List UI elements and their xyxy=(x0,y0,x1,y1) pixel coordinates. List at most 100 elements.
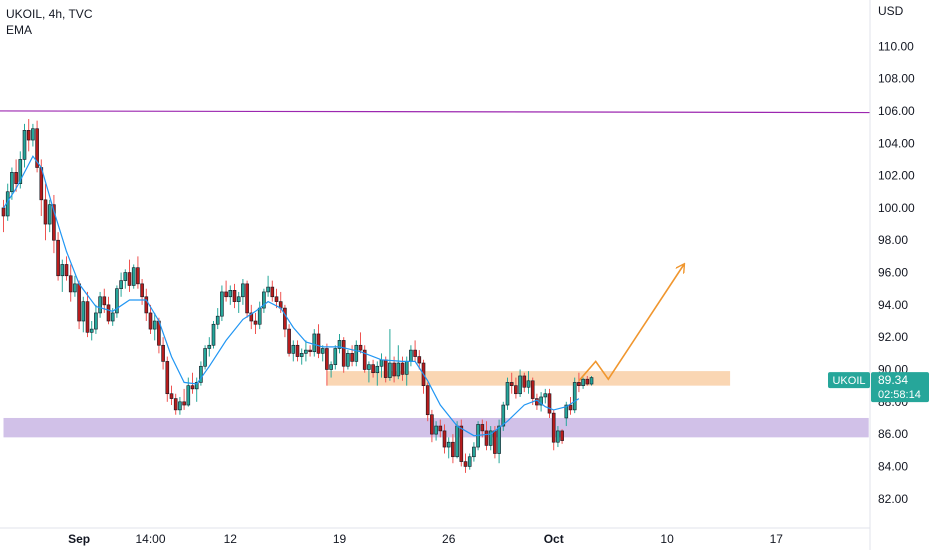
candle-body xyxy=(241,283,245,298)
price-tick-label: 92.00 xyxy=(878,330,908,344)
candle-body xyxy=(169,393,174,399)
price-tag-countdown: 02:58:14 xyxy=(878,389,921,401)
candle-body xyxy=(509,382,514,386)
time-tick-label: Oct xyxy=(544,532,564,546)
candle-body xyxy=(585,378,590,385)
candle-body xyxy=(350,353,354,362)
candle-body xyxy=(215,315,220,325)
horizontal-level-line[interactable] xyxy=(0,110,871,114)
candle-body xyxy=(148,312,153,330)
candle-body xyxy=(291,344,296,354)
candle-body xyxy=(446,441,451,448)
candle-body xyxy=(472,446,476,458)
candle-body xyxy=(564,404,569,419)
candle-body xyxy=(434,425,438,435)
candle-body xyxy=(56,239,60,277)
candle-body xyxy=(85,301,90,333)
candle-body xyxy=(589,377,594,385)
axis-unit-label: USD xyxy=(878,4,904,18)
candle-body xyxy=(295,344,300,357)
candle-body xyxy=(577,382,581,386)
candle-body xyxy=(106,304,111,322)
candle-body xyxy=(547,393,552,414)
candle-body xyxy=(64,264,69,277)
candle-body xyxy=(165,361,170,395)
candle-body xyxy=(81,301,86,322)
candle-body xyxy=(316,333,321,354)
candle-body xyxy=(22,130,27,160)
time-tick-label: 26 xyxy=(442,532,456,546)
candle-body xyxy=(274,296,279,302)
current-price-label[interactable]: UKOIL 89.34 02:58:14 xyxy=(828,372,929,403)
candle-body xyxy=(497,425,501,454)
candle-body xyxy=(304,349,308,354)
candle-body xyxy=(1,207,6,217)
symbol-tag xyxy=(828,372,870,389)
candle-body xyxy=(207,344,212,349)
price-tick-label: 104.00 xyxy=(878,136,915,150)
price-tick-label: 98.00 xyxy=(878,233,908,247)
candle-body xyxy=(358,344,363,351)
candle-body xyxy=(249,312,254,322)
candle-body xyxy=(333,348,338,365)
candle-body xyxy=(337,340,342,349)
price-tick-label: 102.00 xyxy=(878,169,915,183)
projection-arrow[interactable] xyxy=(578,265,684,382)
candle-body xyxy=(232,290,237,302)
candle-body xyxy=(581,378,585,386)
candle-body xyxy=(161,344,165,362)
candle-body xyxy=(392,362,396,377)
candle-body xyxy=(367,364,371,370)
candle-body xyxy=(379,359,384,367)
candle-body xyxy=(493,430,497,454)
candle-body xyxy=(308,349,312,353)
candle-body xyxy=(451,441,455,458)
candle-body xyxy=(94,312,98,330)
candle-body xyxy=(572,382,577,411)
candle-body xyxy=(68,275,73,293)
candle-body xyxy=(245,283,249,314)
time-tick-label: 12 xyxy=(224,532,238,546)
ema-line xyxy=(2,155,580,437)
candle-body xyxy=(417,356,422,364)
candle-body xyxy=(73,283,77,293)
candle-body xyxy=(131,267,136,286)
price-tick-label: 106.00 xyxy=(878,104,915,118)
candle-body xyxy=(526,380,531,388)
candle-body xyxy=(522,375,527,388)
candle-body xyxy=(312,333,317,353)
candle-body xyxy=(199,365,203,383)
candle-body xyxy=(430,414,434,435)
candle-body xyxy=(26,130,31,141)
candle-body xyxy=(459,425,464,462)
time-axis[interactable]: Sep 14:00 12 19 26 Oct 10 17 xyxy=(0,527,870,546)
candle-body xyxy=(140,283,144,298)
candle-body xyxy=(257,307,262,325)
candle-body xyxy=(110,312,115,322)
candle-body xyxy=(60,264,65,277)
candle-body xyxy=(556,430,560,443)
candle-body xyxy=(400,362,405,375)
candle-body xyxy=(14,172,18,184)
chart-legend: UKOIL, 4h, TVC EMA xyxy=(6,6,92,38)
candle-body xyxy=(262,291,266,309)
candle-body xyxy=(442,430,447,448)
candle-body xyxy=(123,272,128,281)
candle-body xyxy=(484,430,489,446)
candle-body xyxy=(551,412,556,443)
candle-body xyxy=(568,404,573,411)
candle-body xyxy=(514,385,518,395)
candle-body xyxy=(98,296,102,314)
price-axis[interactable]: USD82.0084.0086.0088.0090.0092.0094.0096… xyxy=(869,0,915,550)
time-tick-label: 19 xyxy=(333,532,347,546)
candle-body xyxy=(404,361,409,375)
candle-body xyxy=(325,348,329,370)
price-tick-label: 100.00 xyxy=(878,201,915,215)
candle-body xyxy=(354,344,359,362)
candle-body xyxy=(190,385,195,390)
price-tick-label: 82.00 xyxy=(878,492,908,506)
candle-body xyxy=(270,286,275,298)
candle-body xyxy=(543,393,548,398)
